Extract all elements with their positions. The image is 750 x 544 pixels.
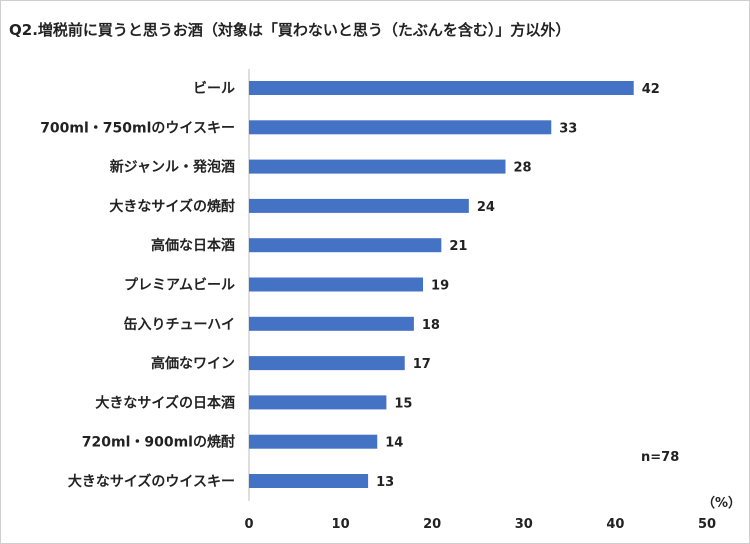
bar: [249, 81, 634, 95]
x-tick-label: 20: [423, 517, 441, 532]
data-label: 33: [559, 121, 577, 136]
bar: [249, 395, 387, 410]
category-label: 大きなサイズの日本酒: [95, 394, 235, 411]
data-label: 21: [449, 239, 467, 254]
bar: [249, 434, 378, 449]
x-tick-label: 10: [332, 517, 350, 532]
bar: [249, 238, 442, 253]
category-label: 大きなサイズのウイスキー: [68, 473, 235, 490]
data-label: 19: [431, 279, 449, 294]
bar: [249, 474, 369, 488]
category-label: 高価な日本酒: [151, 237, 235, 254]
chart-title: Q2.増税前に買うと思うお酒（対象は「買わないと思う（たぶんを含む）」方以外）: [9, 21, 571, 39]
unit-label: （%）: [702, 495, 741, 511]
category-label: 缶入りチューハイ: [124, 316, 235, 333]
bar: [249, 159, 506, 174]
category-label: 700ml・750mlのウイスキー: [40, 120, 235, 136]
category-label: ビール: [193, 81, 235, 97]
category-label: プレミアムビール: [124, 278, 235, 294]
category-label: 新ジャンル・発泡酒: [110, 159, 235, 176]
x-tick-label: 40: [606, 517, 624, 532]
bar: [249, 356, 405, 371]
data-label: 18: [422, 318, 440, 333]
data-label: 15: [394, 396, 412, 411]
data-label: 24: [477, 200, 495, 215]
bar: [249, 277, 424, 292]
bar: [249, 316, 414, 331]
category-label: 高価なワイン: [151, 355, 235, 372]
bar: [249, 120, 552, 135]
x-tick-label: 0: [244, 517, 253, 532]
bar: [249, 198, 469, 213]
data-label: 14: [385, 436, 403, 451]
x-tick-label: 50: [698, 517, 716, 532]
category-label: 大きなサイズの焼酎: [109, 198, 235, 215]
x-tick-label: 30: [515, 517, 533, 532]
data-label: 17: [413, 357, 431, 372]
data-label: 42: [642, 82, 660, 97]
category-label: 720ml・900mlの焼酎: [82, 434, 235, 451]
sample-size-note: n=78: [641, 450, 679, 465]
data-label: 28: [513, 161, 531, 176]
data-label: 13: [376, 475, 394, 490]
